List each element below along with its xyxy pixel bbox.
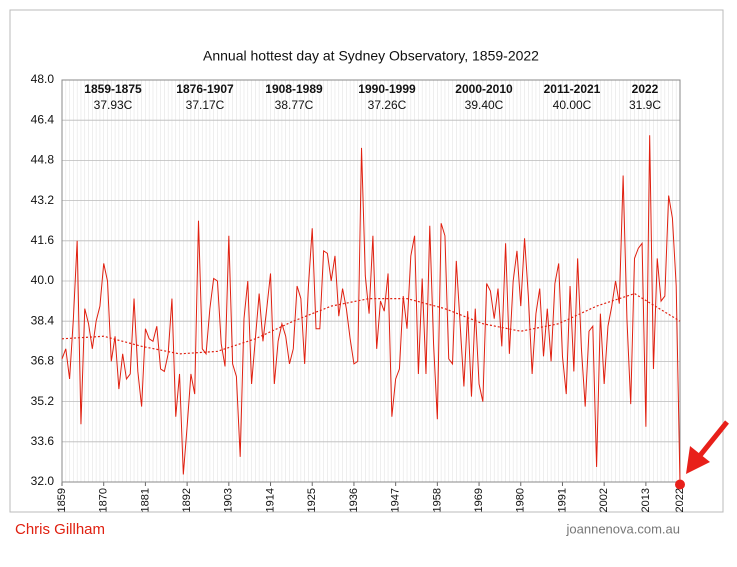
x-tick-label: 2022 [674, 488, 686, 512]
x-tick-label: 1925 [306, 488, 318, 512]
plot-border [61, 79, 681, 483]
x-tick-label: 1881 [139, 488, 151, 512]
x-tick-label: 1991 [556, 488, 568, 512]
data-line [61, 135, 681, 485]
x-tick-label: 1892 [181, 488, 193, 512]
annotation-label: 1908-1989 [265, 82, 323, 96]
y-tick-label: 44.8 [31, 153, 55, 167]
annotation-value: 39.40C [465, 98, 504, 112]
y-tick-label: 35.2 [31, 394, 55, 408]
x-tick-label: 1870 [98, 488, 110, 512]
annotation-label: 1990-1999 [358, 82, 416, 96]
annotation-value: 37.26C [368, 98, 407, 112]
annotation-value: 38.77C [275, 98, 314, 112]
annotation-label: 1859-1875 [84, 82, 142, 96]
x-tick-label: 1903 [223, 488, 235, 512]
x-tick-label: 1859 [56, 488, 68, 512]
trend-line [61, 292, 681, 355]
x-tick-label: 1958 [431, 488, 443, 512]
annotation-value: 37.93C [94, 98, 133, 112]
annotation-label: 2011-2021 [544, 82, 601, 96]
y-tick-label: 32.0 [31, 474, 55, 488]
x-tick-label: 1980 [515, 488, 527, 512]
y-tick-label: 43.2 [31, 193, 55, 207]
last-point [675, 479, 685, 490]
credit-left: Chris Gillham [15, 521, 105, 538]
y-tick-label: 41.6 [31, 233, 55, 247]
chart-title: Annual hottest day at Sydney Observatory… [203, 48, 539, 64]
annotation-label: 2000-2010 [455, 82, 513, 96]
annotation-label: 1876-1907 [176, 82, 234, 96]
annotation-value: 40.00C [553, 98, 592, 112]
annotation-value: 31.9C [629, 98, 661, 112]
annotation-value: 37.17C [186, 98, 225, 112]
y-tick-label: 40.0 [31, 273, 55, 287]
y-tick-label: 36.8 [31, 354, 55, 368]
x-tick-label: 2002 [598, 488, 610, 512]
x-tick-label: 1947 [390, 488, 402, 512]
x-tick-label: 1936 [348, 488, 360, 512]
y-tick-label: 48.0 [31, 72, 55, 86]
y-tick-label: 33.6 [31, 434, 55, 448]
arrow-shaft [696, 420, 729, 460]
x-tick-label: 2013 [640, 488, 652, 512]
arrow-head [686, 446, 710, 474]
x-tick-label: 1914 [264, 488, 276, 512]
credit-right: joannenova.com.au [566, 521, 680, 536]
annotation-label: 2022 [632, 82, 659, 96]
x-tick-label: 1969 [473, 488, 485, 512]
y-tick-label: 46.4 [31, 112, 55, 126]
y-tick-label: 38.4 [31, 313, 55, 327]
